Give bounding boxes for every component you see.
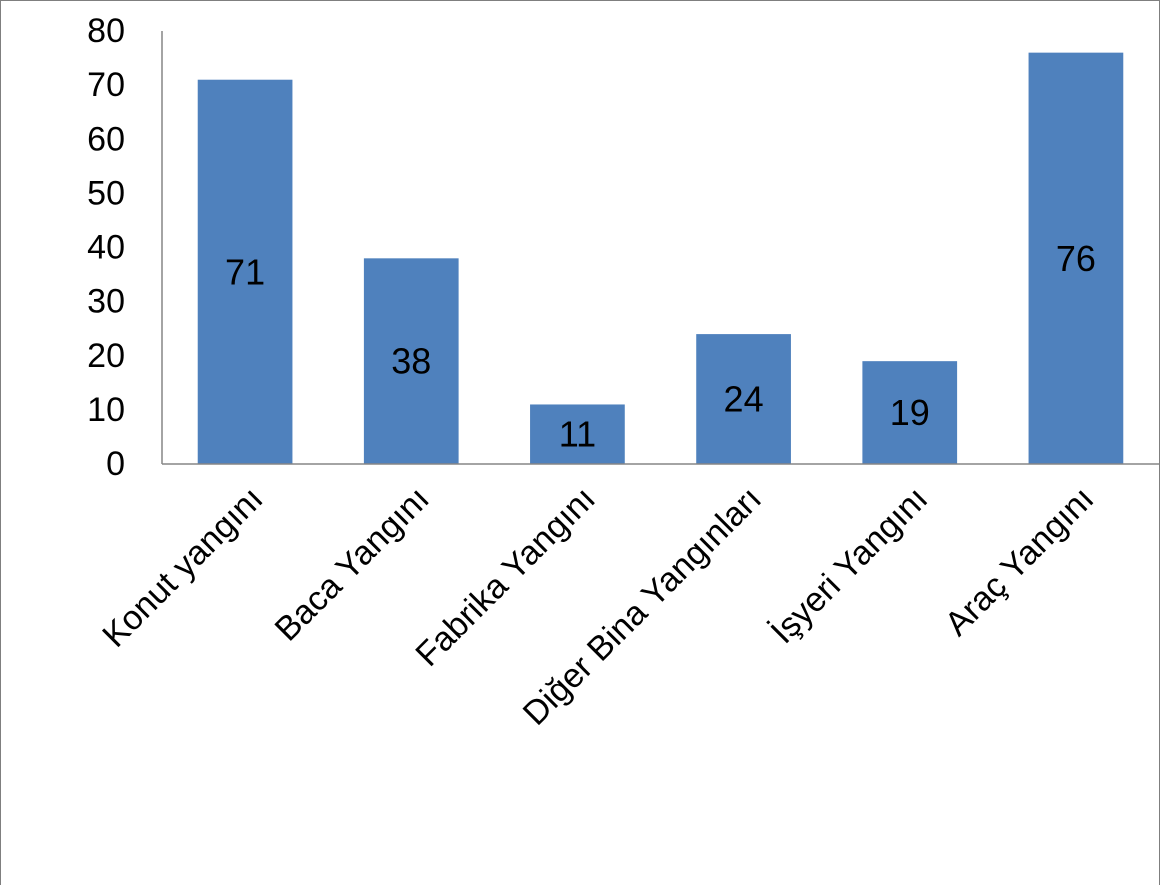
bar <box>530 404 625 464</box>
data-label: 71 <box>225 251 265 292</box>
data-label: 24 <box>724 379 764 420</box>
y-tick-label: 80 <box>87 12 125 50</box>
x-category-label: Araç Yangını <box>938 480 1102 644</box>
bar <box>862 361 958 464</box>
y-tick-label: 50 <box>87 174 125 212</box>
bar <box>1028 52 1124 465</box>
data-label: 11 <box>559 414 596 455</box>
y-tick-label: 60 <box>87 120 125 158</box>
y-tick-label: 30 <box>87 283 125 321</box>
data-label: 76 <box>1056 238 1096 279</box>
y-tick-label: 0 <box>106 445 125 483</box>
data-labels: 71 38 11 24 19 76 <box>225 238 1096 455</box>
y-tick-label: 20 <box>87 337 125 375</box>
data-label: 38 <box>391 341 431 382</box>
bar-series <box>197 52 1124 465</box>
data-label: 19 <box>890 392 930 433</box>
x-category-label: Baca Yangını <box>268 480 437 649</box>
x-category-label: Konut yangını <box>95 480 270 655</box>
y-tick-label: 40 <box>87 229 125 267</box>
x-category-label: Fabrika Yangını <box>408 480 602 674</box>
y-tick-label: 70 <box>87 66 125 104</box>
y-tick-label: 10 <box>87 391 125 429</box>
bar <box>696 334 791 464</box>
y-axis-tick-labels: 0 10 20 30 40 50 60 70 80 <box>87 12 125 483</box>
bar <box>197 79 293 465</box>
x-category-label: İşyeri Yangını <box>764 480 936 652</box>
bar <box>363 258 459 464</box>
